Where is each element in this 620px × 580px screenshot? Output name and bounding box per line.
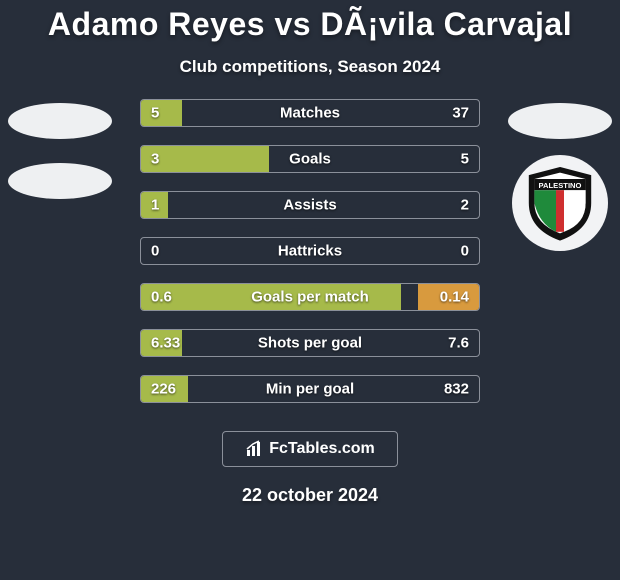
stat-value-right: 2 — [461, 197, 469, 214]
stat-row: 6.33 7.6 Shots per goal — [140, 329, 480, 357]
stat-value-right: 832 — [444, 381, 469, 398]
season-subtitle: Club competitions, Season 2024 — [0, 57, 620, 77]
stat-value-right: 37 — [452, 105, 469, 122]
left-avatar-column — [0, 99, 120, 199]
chart-icon — [245, 439, 265, 459]
stat-value-left: 3 — [151, 151, 159, 168]
stat-value-right: 0 — [461, 243, 469, 260]
page-title: Adamo Reyes vs DÃ¡vila Carvajal — [0, 0, 620, 43]
stat-fill-left — [141, 146, 269, 172]
stat-label: Goals — [289, 151, 331, 168]
stat-row: 0.6 0.14 Goals per match — [140, 283, 480, 311]
stat-label: Matches — [280, 105, 340, 122]
stat-label: Min per goal — [266, 381, 354, 398]
brand-pill: FcTables.com — [222, 431, 398, 467]
stat-value-left: 0.6 — [151, 289, 172, 306]
palestino-shield-icon: PALESTINO — [520, 163, 600, 243]
stat-label: Goals per match — [251, 289, 369, 306]
stat-label: Shots per goal — [258, 335, 362, 352]
stat-bars-container: 5 37 Matches 3 5 Goals 1 2 Assists 0 0 Hattricks 0.6… — [140, 99, 480, 403]
club-name-text: PALESTINO — [539, 181, 582, 190]
stat-value-right: 5 — [461, 151, 469, 168]
snapshot-date: 22 october 2024 — [0, 485, 620, 506]
stat-row: 5 37 Matches — [140, 99, 480, 127]
stat-row: 1 2 Assists — [140, 191, 480, 219]
stat-value-left: 1 — [151, 197, 159, 214]
stat-value-left: 5 — [151, 105, 159, 122]
stat-value-right: 7.6 — [448, 335, 469, 352]
stat-row: 3 5 Goals — [140, 145, 480, 173]
stat-value-left: 0 — [151, 243, 159, 260]
stat-row: 226 832 Min per goal — [140, 375, 480, 403]
stat-label: Hattricks — [278, 243, 342, 260]
right-avatar-column: PALESTINO — [500, 99, 620, 251]
brand-text: FcTables.com — [269, 440, 375, 458]
player-avatar-placeholder-left — [8, 103, 112, 139]
club-logo-placeholder-left — [8, 163, 112, 199]
comparison-body: PALESTINO 5 37 Matches 3 5 Goals 1 2 Assists 0 0 Ha… — [0, 99, 620, 403]
stat-row: 0 0 Hattricks — [140, 237, 480, 265]
player-avatar-placeholder-right — [508, 103, 612, 139]
stat-value-left: 226 — [151, 381, 176, 398]
stat-value-right: 0.14 — [440, 289, 469, 306]
club-badge-right: PALESTINO — [512, 155, 608, 251]
stat-value-left: 6.33 — [151, 335, 180, 352]
stat-fill-left — [141, 100, 182, 126]
stat-label: Assists — [283, 197, 336, 214]
